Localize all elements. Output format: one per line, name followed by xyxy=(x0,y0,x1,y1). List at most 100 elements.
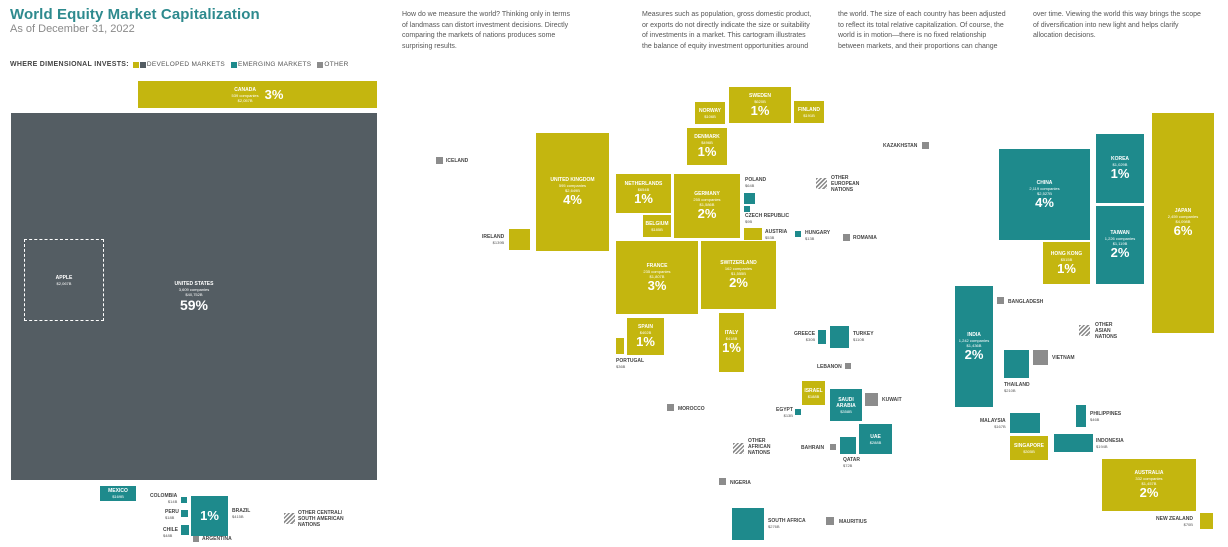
denmark-block: DENMARK $496B 1% xyxy=(687,128,727,165)
legend-item-other: OTHER xyxy=(317,61,348,68)
czech-label: CZECH REPUBLIC $9B xyxy=(745,213,790,224)
italy-block: ITALY $418B 1% xyxy=(719,313,744,372)
united-states-pct: 59% xyxy=(179,296,209,313)
colombia-block xyxy=(181,497,187,503)
bangladesh-label: BANGLADESH xyxy=(1008,299,1044,305)
developed-swatch-us xyxy=(139,61,146,68)
austria-block xyxy=(744,228,762,240)
brazil-block: 1% xyxy=(191,496,228,536)
intro-paragraph-1: How do we measure the world? Thinking on… xyxy=(402,11,570,50)
south-africa-block xyxy=(732,508,764,540)
vietnam-label: VIETNAM xyxy=(1052,355,1075,361)
vietnam-marker xyxy=(1033,350,1048,365)
ireland-label: IRELAND $139B xyxy=(482,234,505,245)
romania-label: ROMANIA xyxy=(853,235,877,241)
other-asian-label: OTHER ASIAN NATIONS xyxy=(1095,322,1118,340)
uae-block: UAE $288B xyxy=(859,424,892,454)
chile-block xyxy=(181,525,189,535)
malaysia-block xyxy=(1010,413,1040,433)
canada-block: CANADA 539 companies $2,057B 3% xyxy=(138,81,377,108)
hungary-label: HUNGARY $13B xyxy=(805,230,831,241)
south-africa-label: SOUTH AFRICA $276B xyxy=(768,518,806,529)
france-block: FRANCE 235 companies $1,807B 3% xyxy=(616,241,698,314)
poland-label: POLAND $64B xyxy=(745,177,767,188)
page-title: World Equity Market Capitalization xyxy=(10,6,260,23)
brazil-label: BRAZIL $415B xyxy=(232,508,251,519)
nigeria-label: NIGERIA xyxy=(730,480,751,486)
united-states-block: UNITED STATES 3,609 companies $40,752B 5… xyxy=(11,113,377,480)
hong-kong-block: HONG KONG $515B 1% xyxy=(1043,242,1090,284)
indonesia-block xyxy=(1054,434,1093,452)
intro-paragraph-4: over time. Viewing the world this way br… xyxy=(1033,11,1201,39)
philippines-label: PHILIPPINES $46B xyxy=(1090,411,1122,422)
legend: WHERE DIMENSIONAL INVESTS: DEVELOPED MAR… xyxy=(10,61,355,68)
israel-block: ISRAEL $188B xyxy=(802,381,825,405)
bahrain-label: BAHRAIN xyxy=(801,445,825,451)
saudi-arabia-block: SAUDI ARABIA $358B xyxy=(830,389,862,421)
mauritius-label: MAURITIUS xyxy=(839,519,867,525)
switzerland-block: SWITZERLAND 162 companies $1,555B 2% xyxy=(701,241,776,309)
iceland-marker xyxy=(436,157,443,164)
kuwait-label: KUWAIT xyxy=(882,397,902,403)
intro-paragraph-3: the world. The size of each country has … xyxy=(838,11,1006,50)
spain-block: SPAIN $402B 1% xyxy=(627,318,664,355)
other-swatch xyxy=(317,61,324,68)
chile-label: CHILE $48B xyxy=(163,527,178,538)
united-kingdom-block: UNITED KINGDOM 595 companies $2,649B 4% xyxy=(536,133,609,251)
poland-block xyxy=(744,193,755,204)
morocco-label: MOROCCO xyxy=(678,406,705,412)
argentina-label: ARGENTINA xyxy=(202,536,232,542)
egypt-label: EGYPT $13B xyxy=(776,407,793,418)
legend-item-emerging: EMERGING MARKETS xyxy=(230,61,311,68)
turkey-label: TURKEY $110B xyxy=(853,331,874,342)
ireland-block xyxy=(509,229,530,250)
legend-item-developed: DEVELOPED MARKETS xyxy=(132,61,225,68)
peru-label: PERU $18B xyxy=(165,509,179,520)
portugal-block xyxy=(616,338,624,354)
china-block: CHINA 2,119 companies $2,527B 4% xyxy=(999,149,1090,240)
mexico-block: MEXICO $169B xyxy=(100,486,136,501)
nigeria-marker xyxy=(719,478,726,485)
thailand-label: THAILAND $210B xyxy=(1004,382,1030,393)
taiwan-block: TAIWAN 1,226 companies $1,119B 2% xyxy=(1096,206,1144,284)
legend-title: WHERE DIMENSIONAL INVESTS: xyxy=(10,61,129,68)
thailand-block xyxy=(1004,350,1029,378)
other-asian-marker xyxy=(1079,325,1090,336)
lebanon-label: LEBANON xyxy=(817,364,842,370)
romania-marker xyxy=(843,234,850,241)
egypt-block xyxy=(795,409,801,415)
malaysia-label: MALAYSIA $167B xyxy=(980,418,1006,429)
kazakhstan-marker xyxy=(922,142,929,149)
lebanon-marker xyxy=(845,363,851,369)
germany-block: GERMANY 255 companies $1,586B 2% xyxy=(674,174,740,238)
kuwait-marker xyxy=(865,393,878,406)
bangladesh-marker xyxy=(997,297,1004,304)
finland-block: FINLAND $191B xyxy=(794,101,824,123)
page-subtitle: As of December 31, 2022 xyxy=(10,23,135,35)
sweden-block: SWEDEN $620B 1% xyxy=(729,87,791,123)
new-zealand-block xyxy=(1200,513,1213,529)
argentina-marker xyxy=(193,536,199,542)
other-csa-marker xyxy=(284,513,295,524)
intro-paragraph-2: Measures such as population, gross domes… xyxy=(642,11,812,50)
morocco-marker xyxy=(667,404,674,411)
peru-block xyxy=(181,510,188,517)
india-block: INDIA 1,242 companies $1,436B 2% xyxy=(955,286,993,407)
other-csa-label: OTHER CENTRAL/ SOUTH AMERICAN NATIONS xyxy=(298,510,344,528)
apple-callout: APPLE $2,067B xyxy=(24,239,104,321)
canada-pct: 3% xyxy=(264,86,284,102)
portugal-label: PORTUGAL $36B xyxy=(616,358,645,369)
kazakhstan-label: KAZAKHSTAN xyxy=(883,143,918,149)
greece-block xyxy=(818,330,826,344)
emerging-swatch xyxy=(230,61,237,68)
other-african-label: OTHER AFRICAN NATIONS xyxy=(748,438,771,456)
turkey-block xyxy=(830,326,849,348)
czech-block xyxy=(744,206,750,212)
indonesia-label: INDONESIA $194B xyxy=(1096,438,1124,449)
other-eu-marker xyxy=(816,178,827,189)
greece-label: GREECE $30B xyxy=(794,331,816,342)
colombia-label: COLOMBIA $14B xyxy=(150,493,178,504)
bahrain-marker xyxy=(830,444,836,450)
belgium-block: BELGIUM $185B xyxy=(643,215,671,237)
australia-block: AUSTRALIA 332 companies $1,457B 2% xyxy=(1102,459,1196,511)
